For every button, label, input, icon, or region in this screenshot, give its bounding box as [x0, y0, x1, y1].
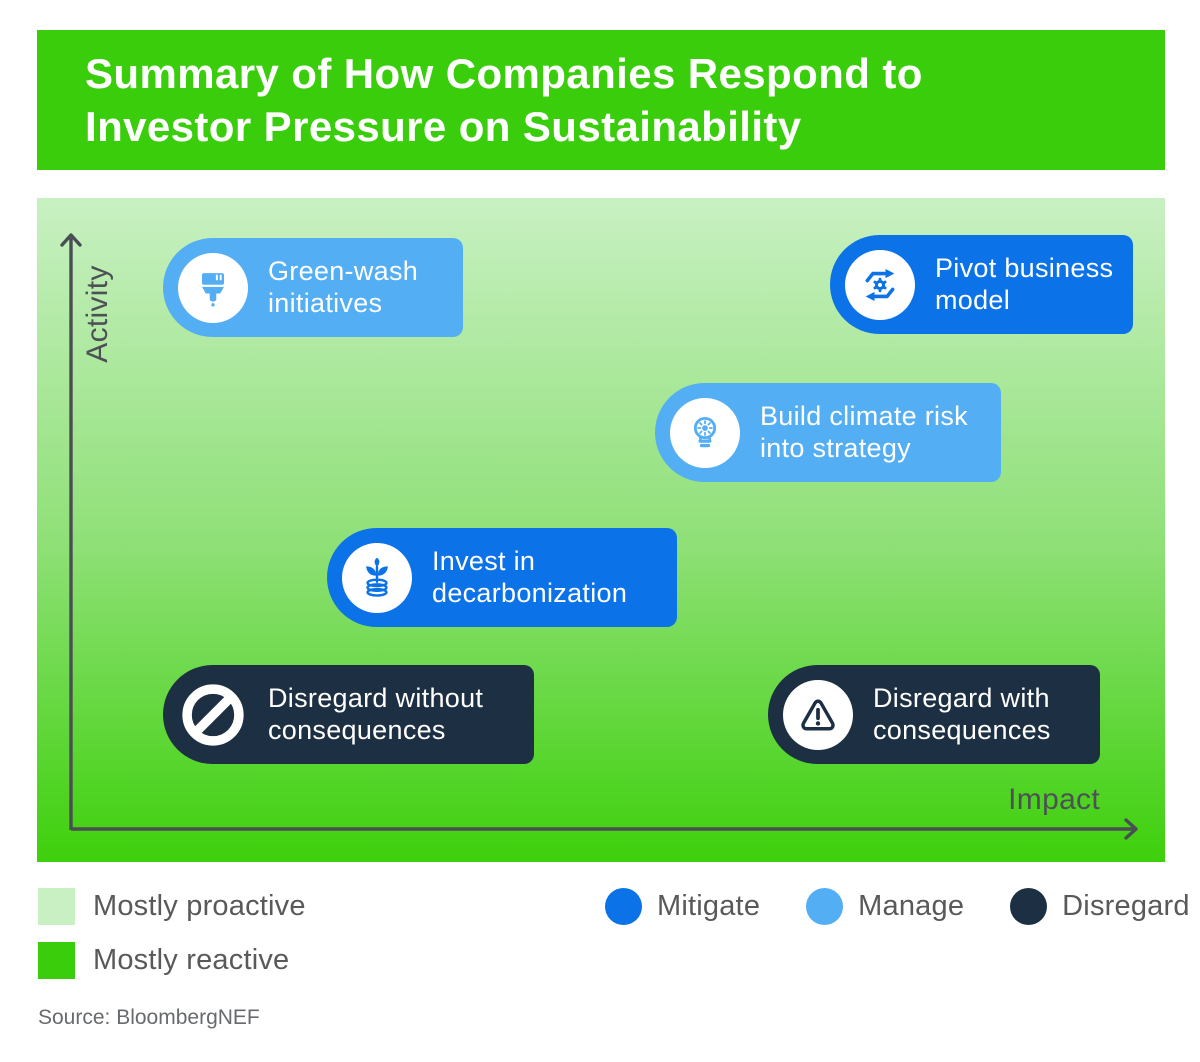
pill-pivot-business-model: Pivot business model	[830, 235, 1133, 334]
y-axis-arrowhead	[60, 233, 82, 247]
pivot-arrows-gear-icon	[845, 249, 915, 320]
page-title: Summary of How Companies Respond to Inve…	[85, 48, 923, 154]
legend-categories: Mitigate Manage Disregard	[605, 888, 1190, 925]
proactive-swatch	[38, 888, 75, 925]
warning-triangle-icon	[783, 679, 853, 750]
legend-label: Mostly reactive	[93, 944, 290, 976]
legend-label: Manage	[858, 890, 965, 922]
y-axis-label: Activity	[81, 265, 114, 363]
legend-item-mostly-proactive: Mostly proactive	[38, 888, 306, 925]
header-banner: Summary of How Companies Respond to Inve…	[37, 30, 1165, 170]
pill-green-wash: Green-wash initiatives	[163, 238, 463, 337]
pill-label: Build climate risk into strategy	[760, 400, 968, 463]
pill-label: Disregard with consequences	[873, 682, 1051, 745]
page-title-line2: Investor Pressure on Sustainability	[85, 102, 802, 150]
legend-item-manage: Manage	[806, 888, 964, 925]
pill-label: Disregard without consequences	[268, 682, 484, 745]
mitigate-dot	[605, 888, 642, 925]
source-note: Source: BloombergNEF	[38, 1006, 260, 1029]
paintbrush-icon	[178, 252, 248, 323]
pill-label: Invest in decarbonization	[432, 545, 628, 608]
pill-build-climate-risk: Build climate risk into strategy	[655, 383, 1001, 482]
legend-label: Mitigate	[657, 890, 761, 922]
lightbulb-icon	[670, 397, 740, 468]
pill-label: Pivot business model	[935, 252, 1114, 315]
legend-item-mostly-reactive: Mostly reactive	[38, 942, 289, 979]
plant-coins-icon	[342, 542, 412, 613]
no-entry-icon	[178, 680, 248, 750]
legend-label: Disregard	[1062, 890, 1190, 922]
legend-item-mitigate: Mitigate	[605, 888, 760, 925]
chart-area: Activity Impact Green-wash initiatives	[37, 198, 1165, 862]
x-axis-label: Impact	[1008, 783, 1100, 816]
legend-label: Mostly proactive	[93, 890, 306, 922]
pill-invest-decarbonization: Invest in decarbonization	[327, 528, 677, 627]
page-title-line1: Summary of How Companies Respond to	[85, 50, 923, 97]
reactive-swatch	[38, 942, 75, 979]
manage-dot	[806, 888, 844, 925]
pill-label: Green-wash initiatives	[268, 255, 419, 318]
x-axis-arrowhead	[1124, 818, 1138, 840]
legend-item-disregard: Disregard	[1010, 888, 1190, 925]
disregard-dot	[1010, 888, 1048, 925]
axes	[60, 233, 1138, 840]
pill-disregard-without: Disregard without consequences	[163, 665, 534, 764]
pill-disregard-with: Disregard with consequences	[768, 665, 1100, 764]
